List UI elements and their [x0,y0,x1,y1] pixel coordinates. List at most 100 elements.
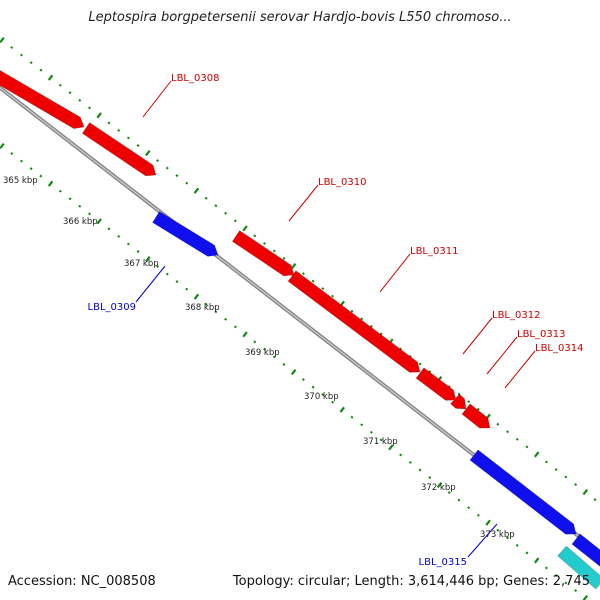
ruler-tick-inner [321,393,325,397]
gene-arrow-lbl-0313[interactable] [450,393,467,410]
gene-arrow-lbl-0310[interactable] [231,230,295,277]
ruler-tick-outer [78,98,82,102]
ruler-tick-outer [290,262,297,270]
ruler-tick-inner [350,415,354,419]
ruler-tick-inner [233,325,237,329]
ruler-tick-inner [185,287,189,291]
ruler-tick-inner [145,255,151,263]
ruler-tick-outer [582,489,589,496]
gene-arrow-lbl-0311[interactable] [287,270,421,373]
ruler-tick-inner [485,519,491,526]
ruler-tick-inner [436,482,443,489]
ruler-tick-inner [399,453,403,457]
gene-arrow-lbl-0315b[interactable] [571,533,600,571]
map-title: Leptospira borgpetersenii serovar Hardjo… [88,10,512,25]
ruler-tick-outer [564,475,568,479]
ruler-tick-inner [408,460,412,464]
ruler-tick-inner [165,272,169,276]
gene-label-lbl-0311[interactable]: LBL_0311 [410,246,458,257]
ruler-tick-inner [224,317,228,321]
gene-label-lbl-0312[interactable]: LBL_0312 [492,310,540,321]
ruler-tick-inner [253,340,257,344]
ruler-tick-outer [214,204,218,208]
gene-label-lbl-0313[interactable]: LBL_0313 [517,329,565,340]
ruler-tick-outer [544,460,548,464]
gene-callout-line-lbl-0311 [379,253,411,293]
ruler-tick-outer [272,249,276,253]
ruler-tick-inner [554,574,558,577]
ruler-label: 373 kbp [480,530,515,540]
ruler-tick-inner [428,476,432,479]
ruler-tick-inner [574,589,578,593]
accession-text: Accession: NC_008508 [8,574,156,589]
ruler-tick-outer [204,196,208,200]
ruler-tick-outer [331,294,335,298]
gene-callout-line-lbl-0310 [288,184,319,222]
ruler-tick-inner [418,468,422,472]
ruler-tick-inner [467,506,471,510]
ruler-tick-outer [29,61,33,65]
ruler-label: 366 kbp [63,217,98,227]
ruler-tick-inner [282,363,286,366]
ruler-tick-inner [156,265,160,269]
gene-arrow-lbl-0308a[interactable] [0,66,85,129]
ruler-tick-outer [10,46,14,49]
ruler-tick-inner [339,406,345,413]
ruler-tick-inner [68,197,72,201]
ruler-tick-inner [117,234,121,238]
gene-callout-line-lbl-0314 [504,350,536,389]
ruler-tick-inner [19,159,23,163]
ruler-tick-outer [88,106,91,110]
ruler-tick-outer [224,211,228,215]
ruler-tick-inner [301,378,305,382]
ruler-tick-inner [0,142,5,150]
ruler-tick-outer [496,422,500,426]
ruler-tick-outer [554,468,558,471]
ruler-tick-inner [78,204,82,208]
ruler-tick-outer [58,83,62,87]
gene-label-lbl-0314[interactable]: LBL_0314 [535,343,583,354]
ruler-tick-inner [515,543,519,547]
ruler-label: 368 kbp [185,303,220,313]
ruler-tick-outer [126,136,130,140]
ruler-tick-inner [10,152,14,155]
ruler-tick-outer [350,309,354,313]
ruler-tick-inner [126,242,130,246]
ruler-tick-outer [574,483,578,487]
ruler-tick-inner [136,250,140,253]
ruler-tick-inner [58,189,62,193]
ruler-tick-outer [379,332,383,336]
gene-label-lbl-0308[interactable]: LBL_0308 [171,73,219,84]
ruler-tick-outer [457,392,461,396]
ruler-tick-inner [476,513,480,517]
ruler-tick-inner [331,400,335,404]
gene-callout-line-lbl-0315 [467,523,498,558]
gene-label-lbl-0315[interactable]: LBL_0315 [419,557,467,568]
gene-arrow-lbl-0308b[interactable] [81,122,157,177]
ruler-tick-outer [360,317,364,321]
gene-arrow-lbl-0315a[interactable] [469,449,577,535]
ruler-tick-inner [544,566,548,570]
gene-arrow-adjacent[interactable] [557,545,600,590]
ruler-tick-inner [193,293,200,300]
ruler-tick-outer [369,324,373,328]
ruler-tick-inner [204,302,208,306]
ruler-tick-inner [388,444,394,451]
gene-callout-line-lbl-0308 [142,80,172,118]
ruler-tick-inner [457,498,461,502]
gene-arrow-lbl-0309[interactable] [152,211,219,257]
ruler-tick-inner [311,385,315,389]
gene-arrow-lbl-0314[interactable] [461,403,491,429]
ruler-tick-inner [534,557,540,564]
ruler-tick-outer [263,241,266,245]
ruler-tick-outer [515,437,519,441]
gene-label-lbl-0310[interactable]: LBL_0310 [318,177,366,188]
gene-label-lbl-0309[interactable]: LBL_0309 [88,302,136,313]
ruler-tick-inner [272,355,276,359]
gene-arrow-lbl-0312[interactable] [415,367,457,401]
ruler-tick-inner [175,280,179,284]
ruler-label: 372 kbp [421,483,456,493]
ruler-tick-outer [165,166,169,170]
ruler-tick-outer [321,287,325,291]
